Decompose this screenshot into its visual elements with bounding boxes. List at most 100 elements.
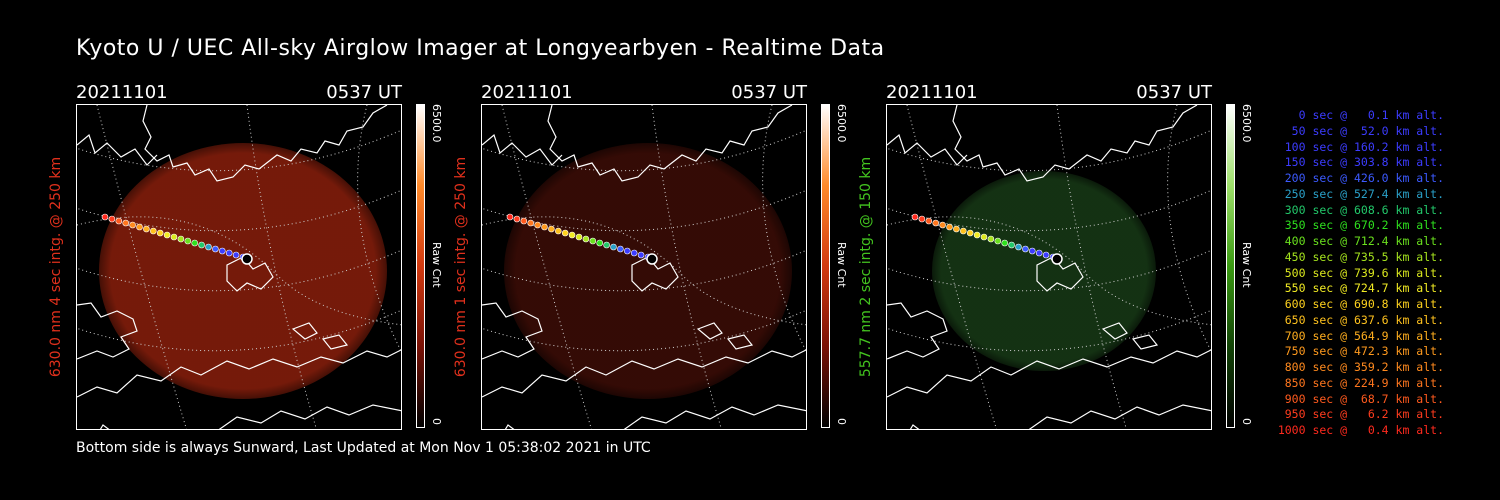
legend-row: 350 sec @ 670.2 km alt.: [1277, 218, 1444, 233]
legend-row: 950 sec @ 6.2 km alt.: [1277, 407, 1444, 422]
panel-2: 20211101 0537 UT 630.0 nm 1 sec intg. @ …: [453, 82, 848, 432]
trajectory-point: [177, 235, 185, 243]
legend-row: 900 sec @ 68.7 km alt.: [1277, 391, 1444, 406]
trajectory-point: [129, 221, 136, 229]
observatory-marker: [646, 253, 658, 265]
observatory-marker: [1051, 253, 1063, 265]
trajectory-point: [1008, 241, 1015, 249]
colorbar-max: 6500.0: [430, 104, 443, 143]
legend-row: 850 sec @ 224.9 km alt.: [1277, 375, 1444, 390]
trajectory-point: [980, 233, 988, 241]
trajectory-point: [527, 219, 535, 227]
trajectory-point: [156, 229, 164, 237]
trajectory-point: [973, 231, 981, 239]
panel-date: 20211101: [886, 82, 978, 103]
panel-date: 20211101: [481, 82, 573, 103]
trajectory-point: [191, 239, 198, 247]
trajectory-point: [624, 247, 631, 255]
colorbar: [416, 104, 425, 428]
allsky-map: [76, 104, 402, 430]
colorbar: [1226, 104, 1235, 428]
trajectory-point: [225, 249, 233, 257]
trajectory-point: [555, 227, 562, 235]
legend-row: 150 sec @ 303.8 km alt.: [1277, 155, 1444, 170]
page-footer: Bottom side is always Sunward, Last Upda…: [76, 440, 651, 456]
colorbar-min: 0: [1240, 418, 1253, 425]
altitude-legend: 0 sec @ 0.1 km alt. 50 sec @ 52.0 km alt…: [1262, 108, 1444, 439]
observatory-marker: [241, 253, 253, 265]
legend-row: 100 sec @ 160.2 km alt.: [1277, 139, 1444, 154]
trajectory-point: [150, 227, 157, 235]
trajectory-point: [1035, 249, 1043, 257]
trajectory-point: [946, 223, 953, 231]
legend-row: 800 sec @ 359.2 km alt.: [1277, 360, 1444, 374]
trajectory-point: [561, 229, 569, 237]
legend-row: 700 sec @ 564.9 km alt.: [1277, 328, 1444, 343]
legend-row: 750 sec @ 472.3 km alt.: [1277, 344, 1444, 359]
trajectory-point: [548, 225, 555, 233]
allsky-image: [504, 143, 792, 399]
trajectory-point: [122, 219, 130, 227]
trajectory-point: [589, 237, 597, 245]
page-title: Kyoto U / UEC All-sky Airglow Imager at …: [76, 36, 885, 61]
colorbar-min: 0: [835, 418, 848, 425]
side-label: 630.0 nm 1 sec intg. @ 250 km: [453, 156, 469, 378]
trajectory-point: [1022, 245, 1029, 253]
trajectory-point: [232, 251, 240, 259]
trajectory-point: [534, 221, 541, 229]
legend-row: 250 sec @ 527.4 km alt.: [1277, 186, 1444, 201]
legend-row: 0 sec @ 0.1 km alt.: [1277, 108, 1444, 122]
legend-row: 650 sec @ 637.6 km alt.: [1277, 312, 1444, 327]
trajectory-point: [1001, 239, 1008, 247]
trajectory-point: [198, 241, 205, 249]
trajectory-point: [520, 217, 528, 225]
trajectory-point: [143, 225, 150, 233]
colorbar-max: 6500.0: [1240, 104, 1253, 143]
side-label: 630.0 nm 4 sec intg. @ 250 km: [48, 156, 64, 378]
trajectory-point: [219, 247, 226, 255]
side-label: 557.7 nm 2 sec intg. @ 150 km: [858, 156, 874, 378]
trajectory-point: [637, 251, 645, 259]
trajectory-point: [1042, 251, 1050, 259]
trajectory-point: [617, 245, 624, 253]
trajectory-point: [170, 233, 178, 241]
trajectory-point: [610, 243, 617, 251]
trajectory-point: [184, 237, 192, 245]
colorbar-unit: Raw Cnt: [835, 242, 848, 288]
trajectory-point: [101, 213, 109, 221]
trajectory-point: [1015, 243, 1022, 251]
allsky-image: [932, 171, 1156, 371]
panel-time: 0537 UT: [1136, 82, 1212, 103]
trajectory-point: [568, 231, 576, 239]
trajectory-point: [925, 217, 933, 225]
panel-time: 0537 UT: [731, 82, 807, 103]
trajectory-point: [513, 215, 521, 223]
legend-row: 600 sec @ 690.8 km alt.: [1277, 297, 1444, 311]
panel-3: 20211101 0537 UT 557.7 nm 2 sec intg. @ …: [858, 82, 1253, 432]
colorbar-unit: Raw Cnt: [1240, 242, 1253, 288]
legend-row: 550 sec @ 724.7 km alt.: [1277, 281, 1444, 296]
trajectory-point: [987, 235, 995, 243]
trajectory-point: [163, 231, 171, 239]
trajectory-point: [205, 243, 212, 251]
trajectory-point: [108, 215, 116, 223]
trajectory-point: [911, 213, 919, 221]
panel-1: 20211101 0537 UT 630.0 nm 4 sec intg. @ …: [48, 82, 443, 432]
trajectory-point: [136, 223, 143, 231]
panel-time: 0537 UT: [326, 82, 402, 103]
trajectory-point: [603, 241, 610, 249]
trajectory-point: [575, 233, 583, 241]
trajectory-point: [630, 249, 638, 257]
trajectory-point: [960, 227, 967, 235]
trajectory-point: [994, 237, 1002, 245]
trajectory-point: [932, 219, 940, 227]
legend-row: 400 sec @ 712.4 km alt.: [1277, 234, 1444, 248]
trajectory-point: [918, 215, 926, 223]
allsky-map: [886, 104, 1212, 430]
colorbar-min: 0: [430, 418, 443, 425]
trajectory-point: [939, 221, 946, 229]
trajectory-point: [596, 239, 603, 247]
allsky-map: [481, 104, 807, 430]
trajectory-point: [1029, 247, 1036, 255]
legend-row: 1000 sec @ 0.4 km alt.: [1277, 423, 1444, 437]
